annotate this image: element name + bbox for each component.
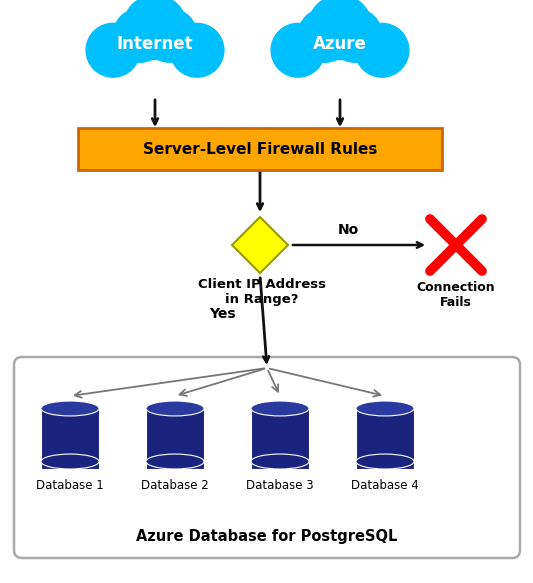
Ellipse shape [356,401,414,416]
Circle shape [308,0,372,59]
Text: Connection
Fails: Connection Fails [417,281,495,309]
Text: Database 1: Database 1 [36,479,104,492]
Bar [146,409,204,469]
Text: Internet: Internet [117,35,193,53]
Text: Client IP Address
in Range?: Client IP Address in Range? [198,278,326,306]
Circle shape [123,0,187,59]
Text: Database 3: Database 3 [246,479,314,492]
Ellipse shape [41,454,99,469]
Bar [251,409,309,469]
Text: Yes: Yes [209,307,235,321]
Text: Database 2: Database 2 [141,479,209,492]
Circle shape [271,23,325,77]
FancyBboxPatch shape [98,36,212,59]
Polygon shape [232,217,288,273]
Circle shape [113,9,167,62]
Text: Server-Level Firewall Rules: Server-Level Firewall Rules [143,142,377,156]
Ellipse shape [251,454,309,469]
Ellipse shape [146,401,204,416]
Circle shape [355,23,409,77]
Text: Database 4: Database 4 [351,479,419,492]
Circle shape [328,9,382,62]
FancyBboxPatch shape [283,36,397,59]
FancyBboxPatch shape [14,357,520,558]
FancyBboxPatch shape [78,128,442,170]
Ellipse shape [41,401,99,416]
Text: No: No [337,223,359,237]
Circle shape [86,23,140,77]
Ellipse shape [251,401,309,416]
Circle shape [143,9,197,62]
Bar [356,409,414,469]
Text: Azure Database for PostgreSQL: Azure Database for PostgreSQL [136,529,398,543]
Ellipse shape [356,454,414,469]
Text: Azure: Azure [313,35,367,53]
Circle shape [170,23,224,77]
Circle shape [298,9,352,62]
Bar [41,409,99,469]
Ellipse shape [146,454,204,469]
